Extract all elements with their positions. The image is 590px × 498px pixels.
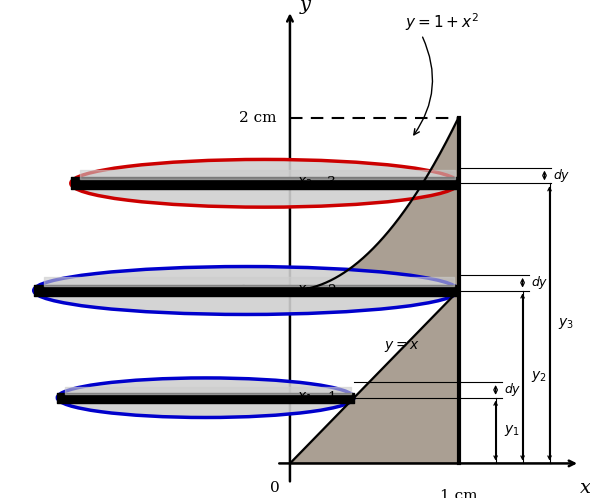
Text: $y_1$: $y_1$ — [504, 423, 520, 438]
Ellipse shape — [71, 159, 458, 207]
Text: $x_2$: $x_2$ — [297, 283, 313, 298]
Text: x: x — [579, 479, 590, 497]
Ellipse shape — [34, 266, 458, 314]
Text: $x_3$: $x_3$ — [297, 176, 313, 191]
Text: $y = 1 + x^2$: $y = 1 + x^2$ — [405, 11, 478, 33]
Text: $x_1$: $x_1$ — [297, 390, 313, 405]
Text: 1 cm: 1 cm — [239, 283, 277, 297]
Text: 0: 0 — [270, 481, 280, 495]
Text: 2: 2 — [327, 283, 336, 297]
Text: $dy$: $dy$ — [553, 167, 571, 184]
Text: y: y — [300, 0, 311, 14]
Text: $y = x$: $y = x$ — [384, 339, 420, 354]
Text: 1: 1 — [327, 391, 336, 405]
Text: 3: 3 — [327, 176, 336, 190]
Text: $dy$: $dy$ — [504, 381, 522, 398]
Ellipse shape — [57, 378, 354, 417]
Text: $y_2$: $y_2$ — [531, 370, 547, 384]
Text: $dy$: $dy$ — [531, 274, 549, 291]
Text: $y_3$: $y_3$ — [558, 316, 574, 331]
Text: 1 cm: 1 cm — [440, 490, 477, 498]
Text: 2 cm: 2 cm — [239, 111, 277, 124]
